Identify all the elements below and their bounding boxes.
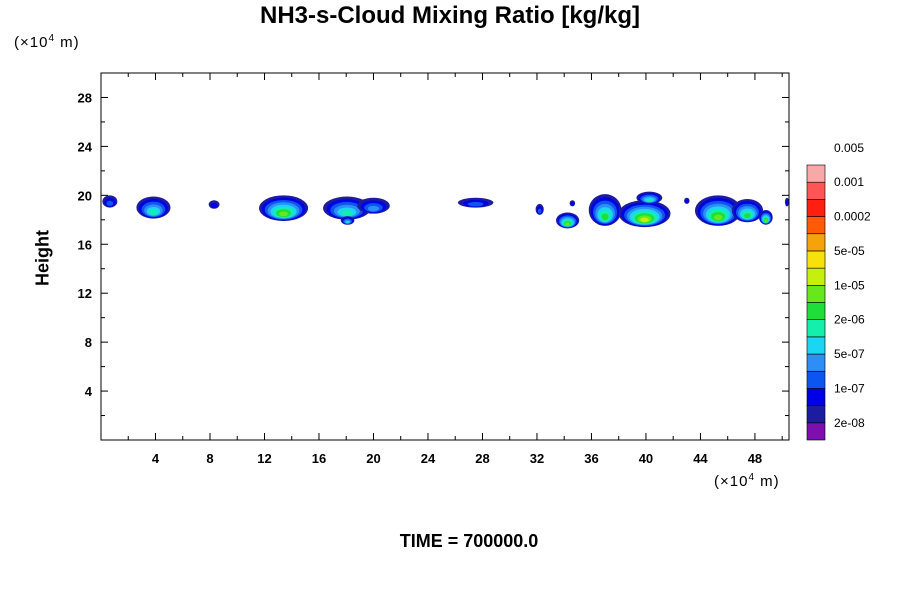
cloud-patch xyxy=(636,191,663,204)
colorbar-label: 1e-07 xyxy=(834,381,865,395)
y-tick-label: 20 xyxy=(78,188,92,203)
colorbar-swatch xyxy=(806,353,826,372)
cloud-patch xyxy=(694,195,742,226)
colorbar-swatch xyxy=(806,199,826,217)
y-axis-unit-label: (×104 m) xyxy=(14,33,80,51)
cloud-contour-level-6 xyxy=(646,198,653,202)
x-tick-label: 12 xyxy=(257,451,271,466)
cloud-patch xyxy=(136,196,171,219)
cloud-patch xyxy=(208,200,220,209)
colorbar-swatch xyxy=(806,388,826,406)
cloud-patch xyxy=(259,195,309,222)
cloud-patch xyxy=(357,197,390,214)
x-tick-label: 44 xyxy=(693,451,708,466)
cloud-patch xyxy=(618,200,671,228)
x-tick-label: 20 xyxy=(366,451,380,466)
colorbar-swatch xyxy=(806,319,826,338)
colorbar-swatch xyxy=(806,216,826,235)
cloud-patch xyxy=(784,197,789,207)
colorbar-label: 0.005 xyxy=(834,141,864,155)
x-tick-label: 32 xyxy=(530,451,544,466)
colorbar-swatch xyxy=(806,285,826,303)
y-tick-label: 12 xyxy=(78,286,92,301)
cloud-contour-level-2 xyxy=(785,200,789,206)
cloud-contour-level-8 xyxy=(764,219,768,223)
cloud-patch xyxy=(102,195,118,208)
colorbar-swatch xyxy=(806,405,826,424)
cloud-contour-level-5 xyxy=(345,220,350,224)
x-tick-label: 8 xyxy=(206,451,213,466)
cloud-field xyxy=(102,191,789,229)
colorbar-label: 2e-06 xyxy=(834,313,865,327)
plot-frame xyxy=(100,72,790,441)
cloud-contour-level-3 xyxy=(537,208,542,214)
x-axis-unit-label: (×104 m) xyxy=(714,472,780,490)
cloud-patch xyxy=(588,194,622,226)
x-tick-label: 48 xyxy=(748,451,762,466)
x-tick-label: 16 xyxy=(312,451,326,466)
cloud-contour-level-2 xyxy=(570,202,575,206)
colorbar-swatch xyxy=(806,250,826,269)
cloud-patch xyxy=(684,197,690,204)
colorbar-swatch xyxy=(806,302,826,320)
cloud-contour-level-2 xyxy=(685,199,689,204)
cloud-contour-level-8 xyxy=(713,214,723,221)
colorbar-swatch xyxy=(806,267,826,286)
colorbar-label: 0.001 xyxy=(834,175,864,189)
x-tick-label: 40 xyxy=(639,451,653,466)
y-tick-label: 8 xyxy=(85,335,92,350)
y-tick-label: 16 xyxy=(78,237,92,252)
cloud-patch xyxy=(759,210,773,225)
colorbar-label: 0.0002 xyxy=(834,210,871,224)
cloud-contour-level-8 xyxy=(278,211,289,217)
colorbar-swatch xyxy=(806,370,826,389)
cloud-contour-level-4 xyxy=(367,205,380,212)
cloud-patch xyxy=(457,197,494,208)
cloud-patch xyxy=(731,199,764,223)
cloud-patch xyxy=(535,203,544,215)
colorbar-swatch xyxy=(806,336,826,355)
cloud-contour-level-7 xyxy=(601,213,609,221)
cloud-contour-level-7 xyxy=(744,213,751,219)
chart-title: NH3-s-Cloud Mixing Ratio [kg/kg] xyxy=(260,2,640,29)
colorbar-label: 1e-05 xyxy=(834,278,865,292)
x-tick-label: 36 xyxy=(584,451,598,466)
cloud-patch xyxy=(556,212,580,229)
x-tick-label: 28 xyxy=(475,451,489,466)
cloud-patch xyxy=(569,200,576,207)
cloud-contour-level-2 xyxy=(210,202,218,209)
y-tick-label: 4 xyxy=(85,384,93,399)
cloud-patch xyxy=(340,216,355,225)
colorbar-swatch xyxy=(806,422,826,441)
y-tick-label: 24 xyxy=(78,139,93,154)
time-label: TIME = 700000.0 xyxy=(399,531,539,551)
x-tick-label: 4 xyxy=(152,451,160,466)
cloud-contour-level-6 xyxy=(341,210,353,216)
colorbar-label: 5e-05 xyxy=(834,244,865,258)
cloud-contour-level-9 xyxy=(640,217,649,223)
colorbar: 0.005 0.001 0.0002 5e-05 1e-05 2e-06 5e-07 1e-0… xyxy=(806,141,871,441)
y-tick-label: 28 xyxy=(78,90,92,105)
colorbar-label: 2e-08 xyxy=(834,416,865,430)
cloud-contour-level-6 xyxy=(149,209,158,215)
colorbar-swatch xyxy=(806,164,826,183)
cloud-contour-level-3 xyxy=(467,201,484,207)
colorbar-swatch xyxy=(806,181,826,200)
cloud-contour-level-3 xyxy=(106,200,114,207)
cloud-contour-level-8 xyxy=(565,222,570,226)
colorbar-label: 5e-07 xyxy=(834,347,865,361)
x-tick-label: 24 xyxy=(421,451,436,466)
colorbar-swatch xyxy=(806,233,826,252)
